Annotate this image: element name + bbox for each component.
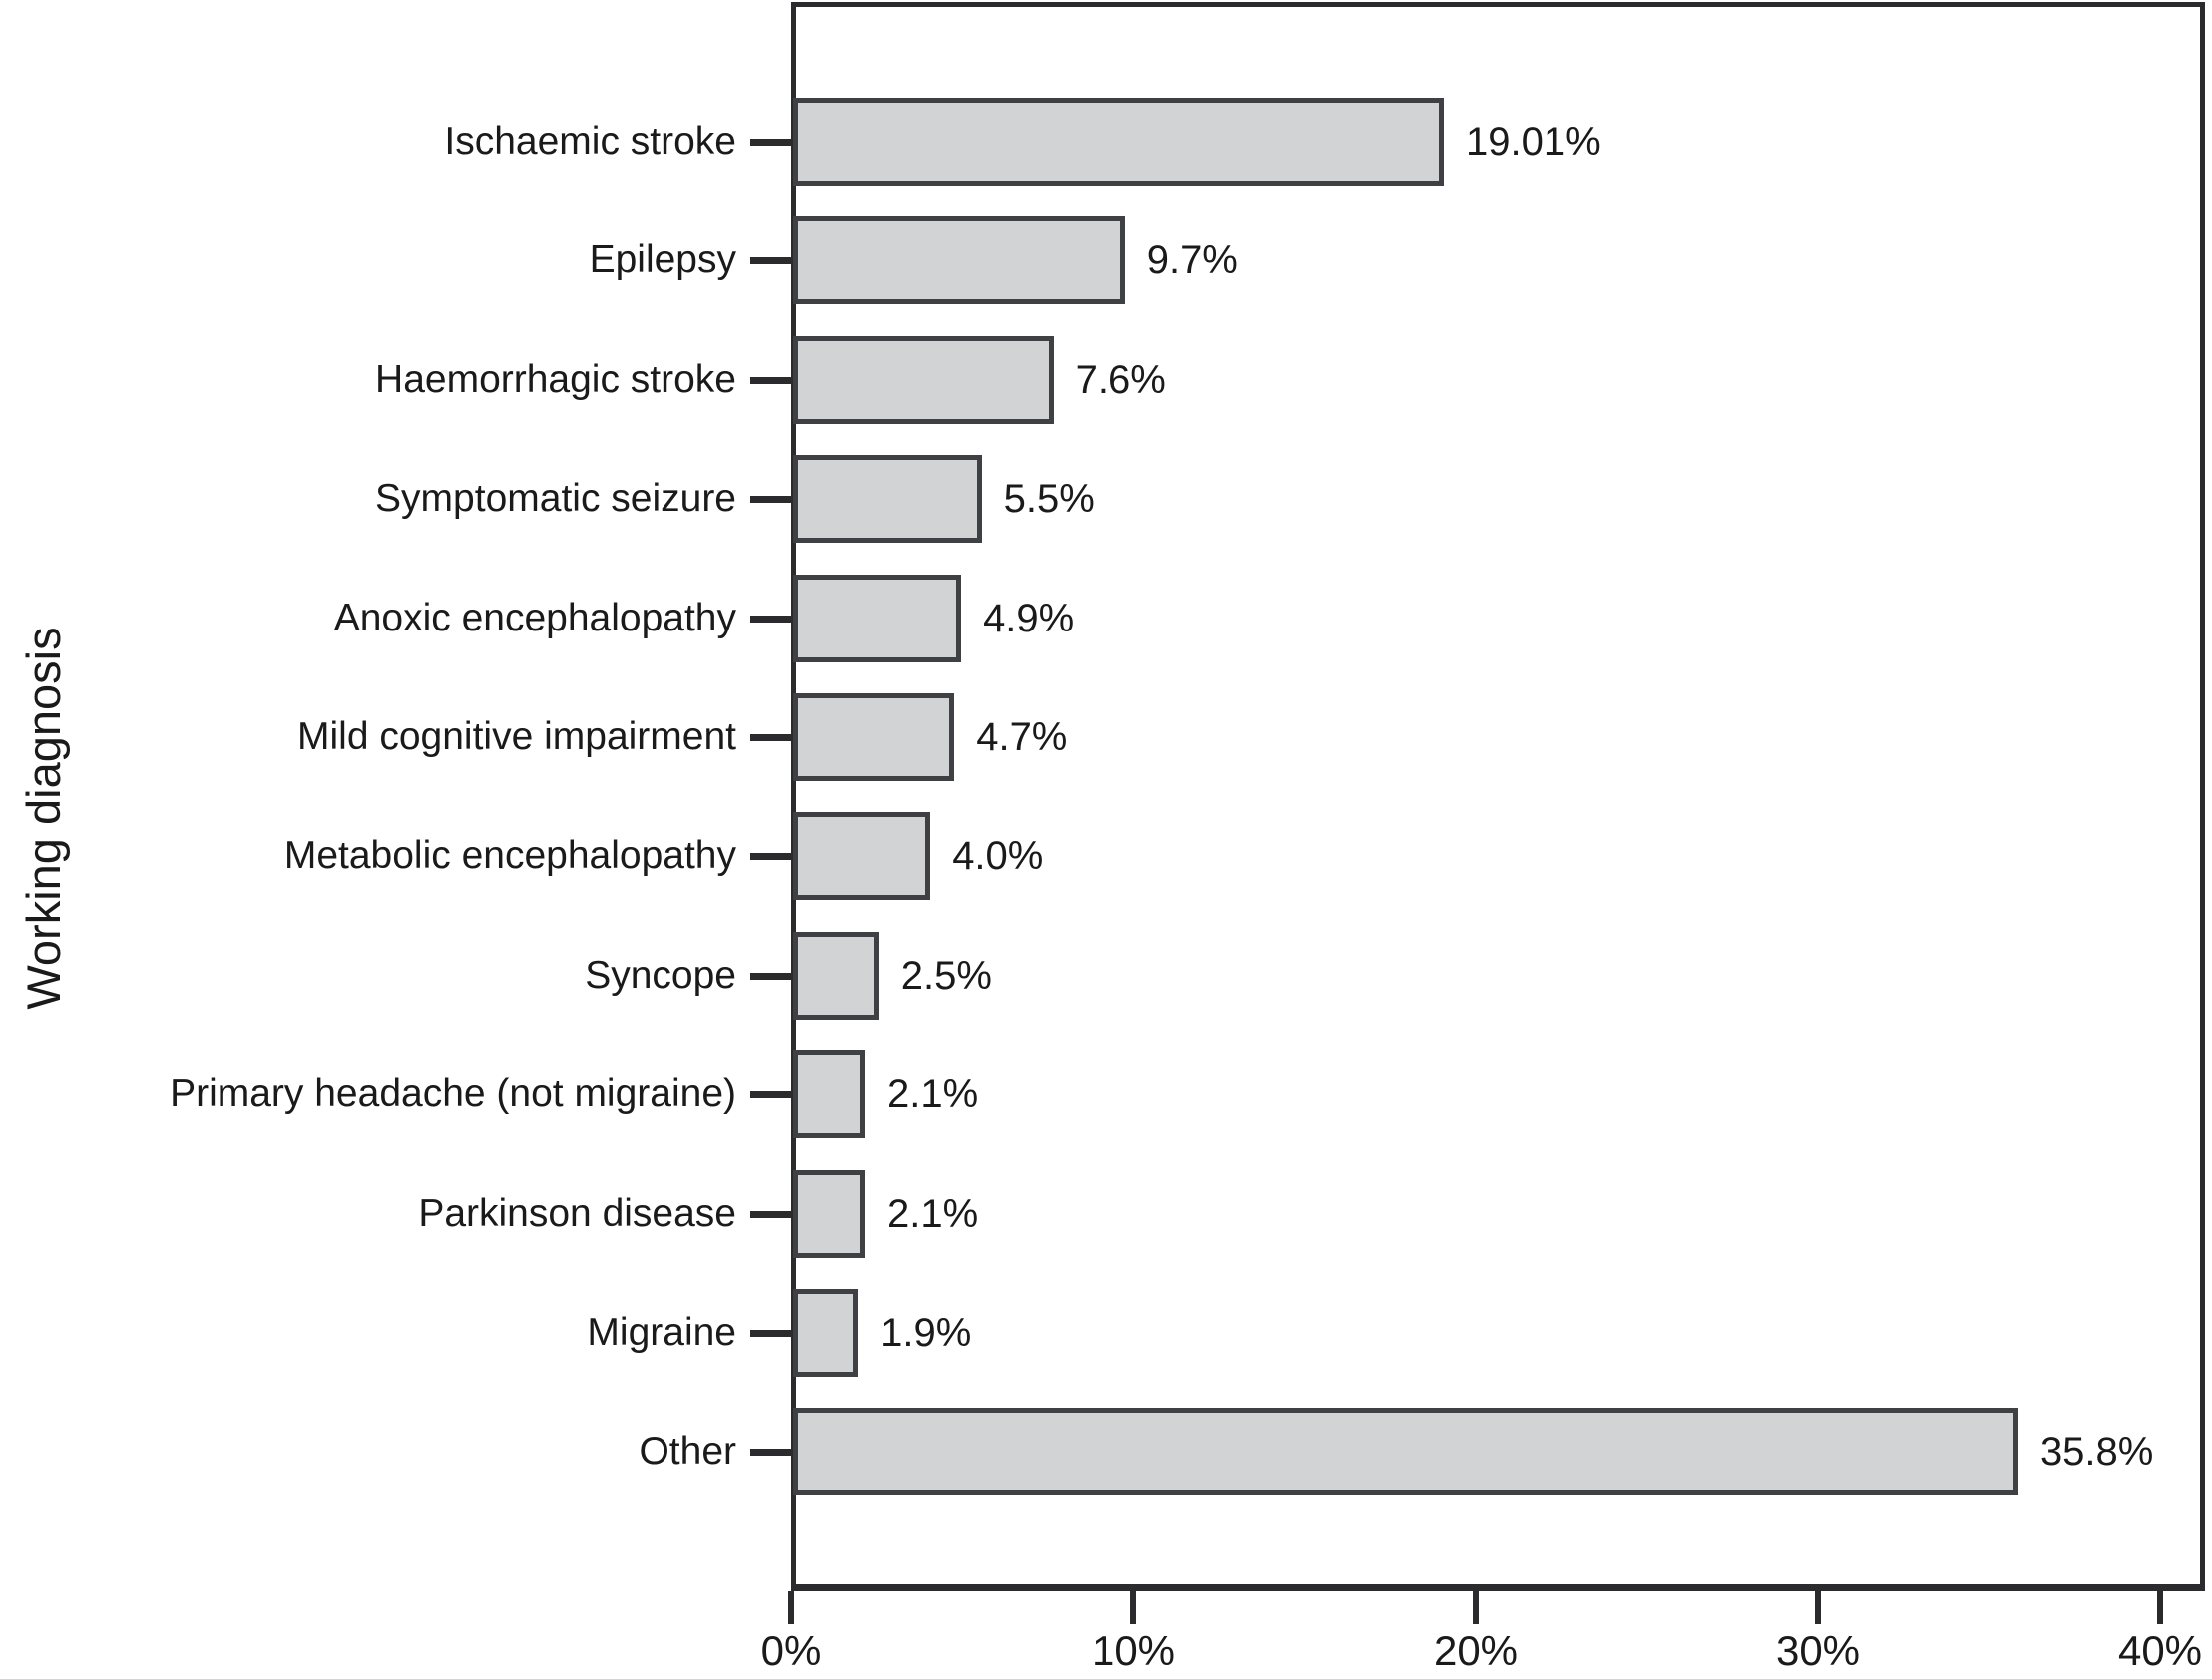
category-label: Metabolic encephalopathy <box>283 834 736 878</box>
bar <box>793 455 982 544</box>
x-axis-tick <box>2157 1591 2163 1624</box>
bar <box>793 98 1445 186</box>
y-axis-tick <box>750 139 794 146</box>
category-label: Haemorrhagic stroke <box>375 357 736 401</box>
bar-row: Haemorrhagic stroke 7.6% <box>0 335 2212 424</box>
x-axis-tick-label: 10% <box>1091 1627 1176 1674</box>
x-axis-tick-label: 40% <box>2117 1627 2203 1674</box>
y-axis-tick <box>750 257 794 265</box>
bar <box>793 1408 2018 1496</box>
category-label: Primary headache (not migraine) <box>170 1072 736 1116</box>
y-axis-tick <box>750 734 794 741</box>
bar-row: Ischaemic stroke 19.01% <box>0 98 2212 186</box>
bar <box>793 693 955 781</box>
category-label: Epilepsy <box>589 238 736 282</box>
value-label: 5.5% <box>1003 477 1095 522</box>
y-axis-tick <box>750 1210 794 1218</box>
value-label: 2.5% <box>900 953 992 998</box>
category-label: Other <box>639 1430 736 1473</box>
x-axis-tick-label: 30% <box>1775 1627 1861 1674</box>
x-axis-tick <box>1130 1591 1136 1624</box>
y-axis-tick <box>750 1091 794 1099</box>
x-axis-tick <box>1473 1591 1479 1624</box>
category-label: Ischaemic stroke <box>444 120 736 163</box>
bar-row: Migraine 1.9% <box>0 1289 2212 1377</box>
x-axis-tick-label: 0% <box>760 1627 822 1674</box>
value-label: 2.1% <box>887 1072 979 1117</box>
y-axis-tick <box>750 972 794 980</box>
y-axis-tick <box>750 1449 794 1457</box>
y-axis-tick <box>750 496 794 504</box>
bar <box>793 1169 866 1258</box>
value-label: 4.9% <box>983 596 1075 640</box>
x-axis-tick <box>788 1591 794 1624</box>
bar-row: Metabolic encephalopathy 4.0% <box>0 812 2212 901</box>
category-label: Syncope <box>585 953 736 997</box>
bar-row: Primary headache (not migraine) 2.1% <box>0 1050 2212 1139</box>
category-label: Migraine <box>587 1311 736 1354</box>
bar <box>793 812 931 901</box>
bar-row: Symptomatic seizure 5.5% <box>0 455 2212 544</box>
bar-row: Parkinson disease 2.1% <box>0 1169 2212 1258</box>
value-label: 1.9% <box>880 1311 972 1355</box>
bar <box>793 931 879 1020</box>
value-label: 9.7% <box>1146 238 1238 283</box>
category-label: Parkinson disease <box>418 1191 736 1235</box>
bar <box>793 216 1125 305</box>
y-axis-tick <box>750 853 794 861</box>
value-label: 4.0% <box>952 834 1044 879</box>
bar <box>793 1289 859 1377</box>
x-axis-tick-label: 20% <box>1433 1627 1519 1674</box>
y-axis-tick <box>750 615 794 623</box>
bar-row: Other 35.8% <box>0 1408 2212 1496</box>
bar-row: Epilepsy 9.7% <box>0 216 2212 305</box>
y-axis-tick <box>750 376 794 384</box>
value-label: 4.7% <box>976 715 1068 759</box>
value-label: 35.8% <box>2039 1430 2154 1474</box>
bar-row: Anoxic encephalopathy 4.9% <box>0 574 2212 662</box>
category-label: Anoxic encephalopathy <box>333 596 736 639</box>
category-label: Symptomatic seizure <box>375 477 736 521</box>
value-label: 7.6% <box>1075 357 1166 402</box>
value-label: 2.1% <box>887 1191 979 1236</box>
bar <box>793 1050 866 1139</box>
category-label: Mild cognitive impairment <box>297 715 736 758</box>
y-axis-tick <box>750 1330 794 1337</box>
x-axis-tick <box>1815 1591 1821 1624</box>
bar <box>793 574 962 662</box>
bar-row: Syncope 2.5% <box>0 931 2212 1020</box>
bar <box>793 335 1054 424</box>
value-label: 19.01% <box>1466 120 1601 164</box>
bar-row: Mild cognitive impairment 4.7% <box>0 693 2212 781</box>
